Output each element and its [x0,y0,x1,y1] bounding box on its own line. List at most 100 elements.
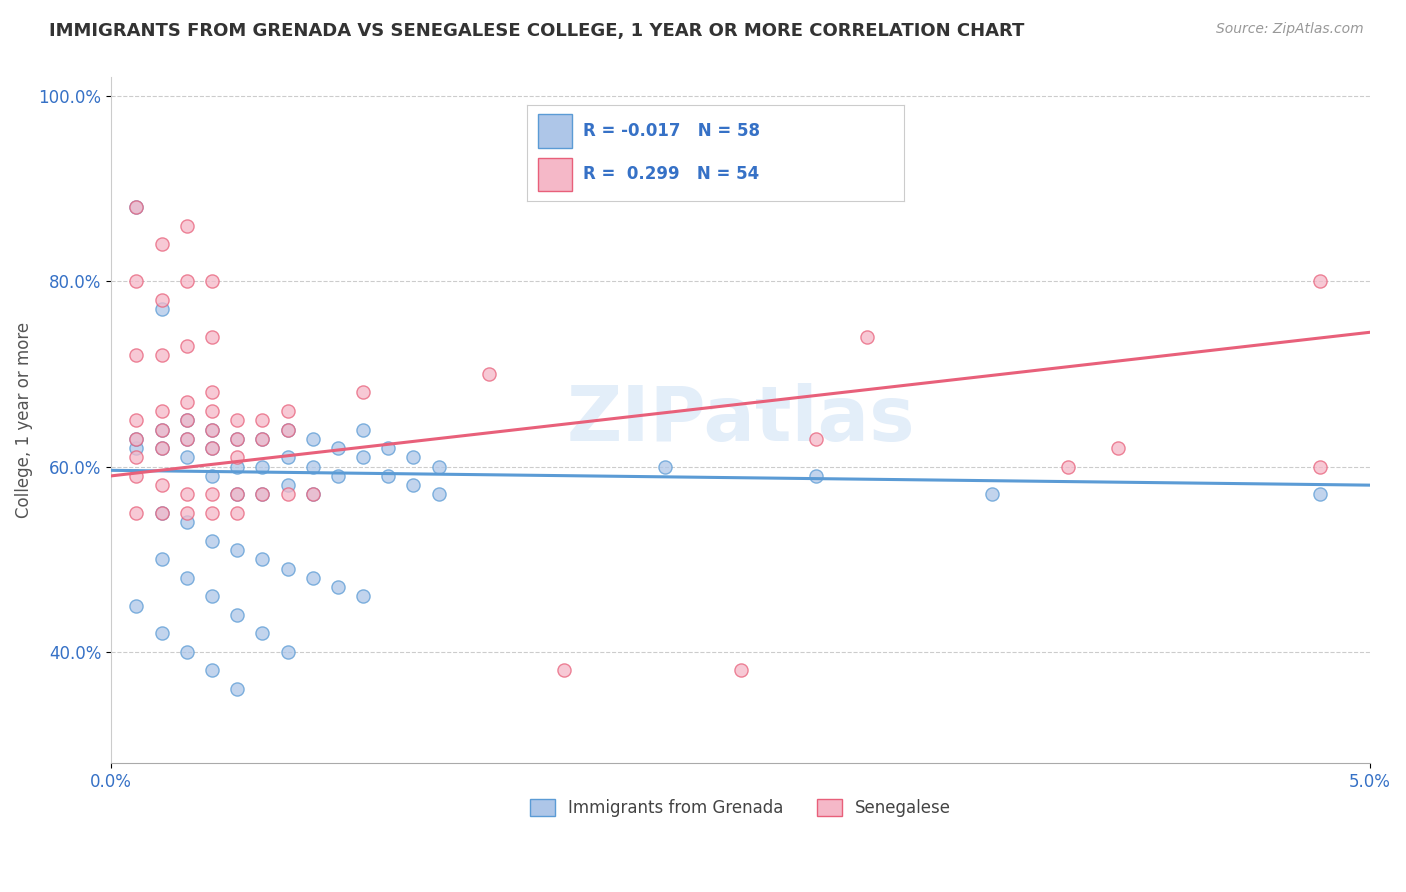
Point [276,645,298,659]
Point [1057,459,1080,474]
Point [125,348,148,362]
Point [201,441,224,455]
Point [201,423,224,437]
Point [226,681,249,696]
Point [125,450,148,465]
Point [276,423,298,437]
Point [176,645,198,659]
Point [150,237,173,252]
Point [1309,487,1331,501]
Point [981,487,1004,501]
Point [276,450,298,465]
Point [201,441,224,455]
Point [226,432,249,446]
Legend: Immigrants from Grenada, Senegalese: Immigrants from Grenada, Senegalese [523,792,957,823]
Point [125,200,148,214]
Point [226,459,249,474]
Y-axis label: College, 1 year or more: College, 1 year or more [15,322,32,518]
Point [252,432,274,446]
Point [301,487,323,501]
Point [150,404,173,418]
Point [252,432,274,446]
Point [201,664,224,678]
Point [301,432,323,446]
Point [150,423,173,437]
Point [201,468,224,483]
Point [176,432,198,446]
Point [301,487,323,501]
Point [125,432,148,446]
Point [125,274,148,288]
Point [150,441,173,455]
Point [150,441,173,455]
Point [201,533,224,548]
Point [226,432,249,446]
Point [150,478,173,492]
Point [427,487,450,501]
Point [176,515,198,529]
Point [276,423,298,437]
Point [125,432,148,446]
Point [352,385,374,400]
Point [226,487,249,501]
Point [402,450,425,465]
Point [1309,459,1331,474]
Point [352,590,374,604]
Point [1107,441,1129,455]
Point [377,468,399,483]
Point [301,459,323,474]
Point [730,664,752,678]
Point [176,339,198,353]
Point [352,423,374,437]
Point [125,599,148,613]
Point [125,441,148,455]
Point [150,423,173,437]
Point [176,394,198,409]
Point [478,367,501,381]
Point [226,607,249,622]
Point [201,487,224,501]
Point [201,385,224,400]
Point [201,404,224,418]
Point [125,506,148,520]
Point [176,432,198,446]
Text: Source: ZipAtlas.com: Source: ZipAtlas.com [1216,22,1364,37]
Point [806,432,828,446]
Text: ZIPatlas: ZIPatlas [567,384,915,458]
Point [276,561,298,575]
Point [150,293,173,307]
Point [176,487,198,501]
Point [176,571,198,585]
Point [855,330,877,344]
Point [276,404,298,418]
Text: IMMIGRANTS FROM GRENADA VS SENEGALESE COLLEGE, 1 YEAR OR MORE CORRELATION CHART: IMMIGRANTS FROM GRENADA VS SENEGALESE CO… [49,22,1025,40]
Point [226,450,249,465]
Point [125,413,148,427]
Point [176,274,198,288]
Point [226,506,249,520]
Point [176,450,198,465]
Point [326,580,349,594]
Point [226,487,249,501]
Point [150,506,173,520]
Point [377,441,399,455]
Point [150,348,173,362]
Point [252,487,274,501]
Point [654,459,676,474]
Point [150,626,173,640]
Point [201,330,224,344]
Point [276,487,298,501]
Point [252,552,274,566]
Point [252,487,274,501]
Point [301,571,323,585]
Point [806,468,828,483]
Point [226,543,249,558]
Point [226,413,249,427]
Point [176,413,198,427]
Point [326,468,349,483]
Point [252,626,274,640]
Point [276,478,298,492]
Point [150,506,173,520]
Point [427,459,450,474]
Point [402,478,425,492]
